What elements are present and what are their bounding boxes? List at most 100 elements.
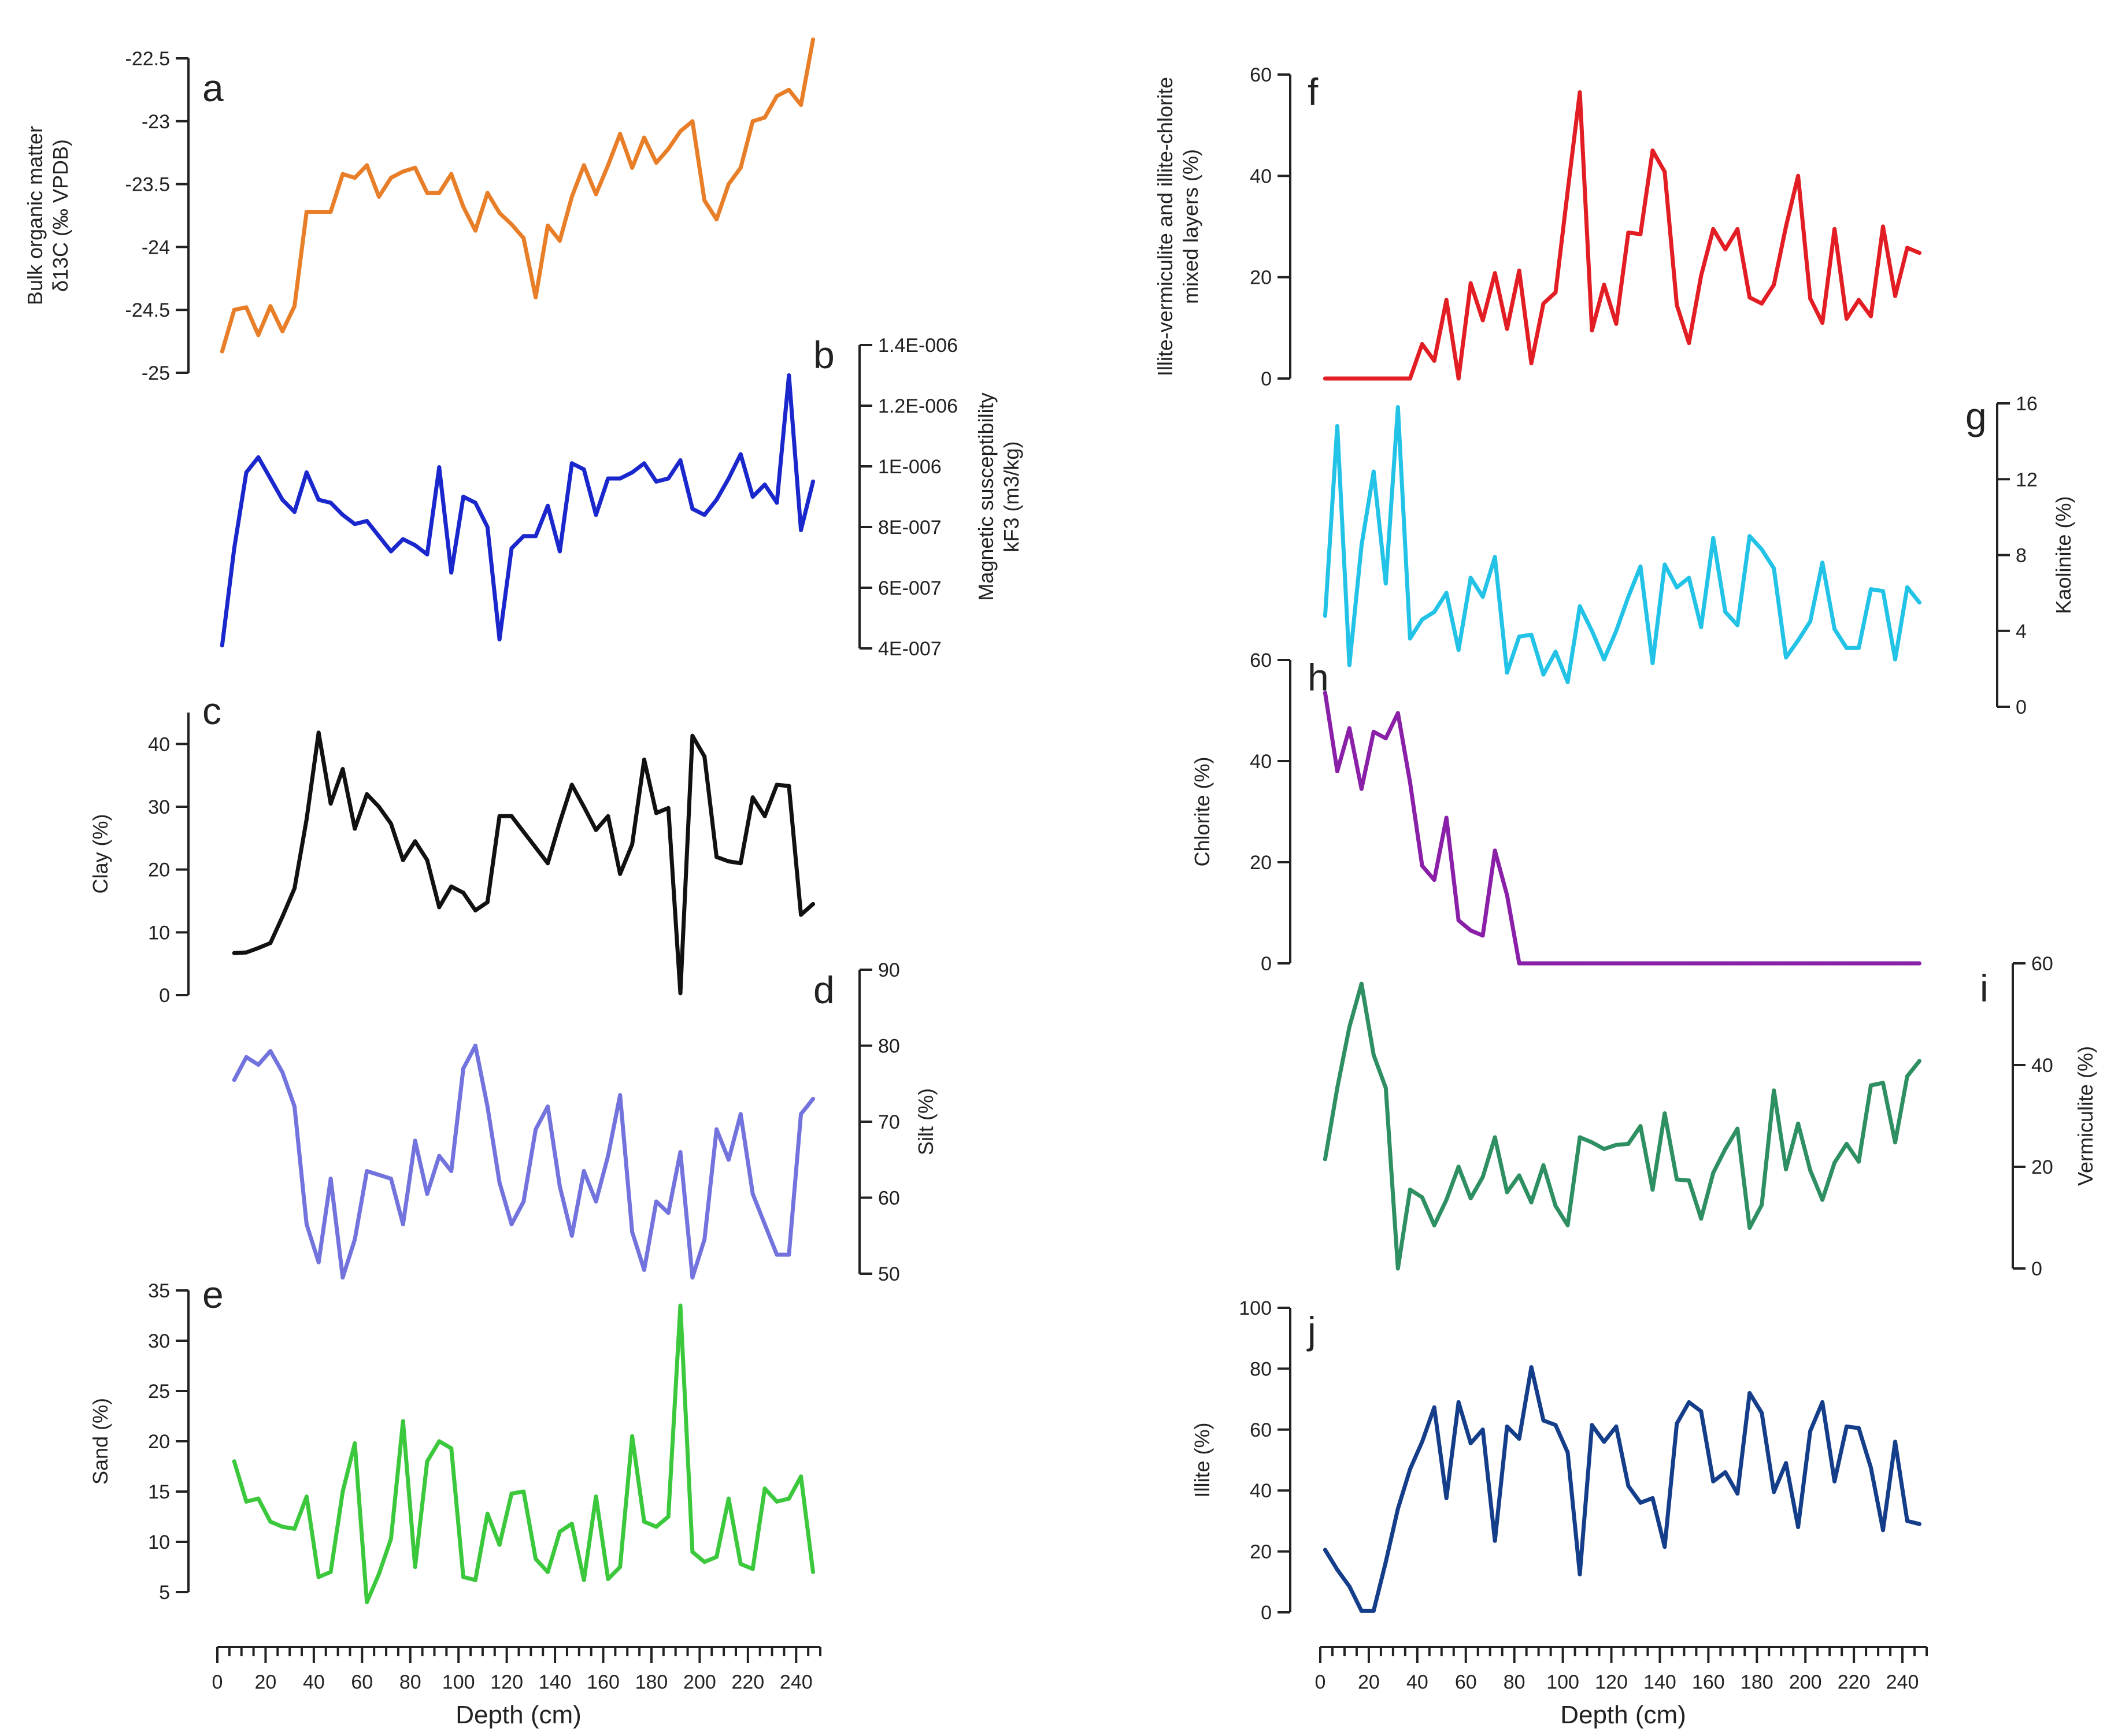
data-point [1857, 1426, 1861, 1430]
data-point [328, 802, 333, 806]
depth-tick-label: 180 [635, 1671, 668, 1693]
data-point [557, 1530, 562, 1534]
data-point [726, 1158, 731, 1162]
data-point [521, 829, 526, 834]
data-point [304, 470, 309, 474]
data-point [1699, 625, 1704, 629]
data-point [654, 1524, 658, 1529]
series-line-d [232, 1044, 815, 1280]
data-point [1650, 149, 1655, 153]
data-point [1602, 1147, 1606, 1151]
data-point [787, 1496, 791, 1501]
data-point [353, 826, 357, 831]
y-tick-label: 20 [1250, 852, 1272, 874]
data-point [557, 1184, 562, 1189]
data-point [1796, 1524, 1801, 1529]
panel-letter: a [202, 66, 224, 109]
y-tick-label: 80 [878, 1036, 900, 1058]
data-point [377, 194, 382, 199]
data-point [328, 1177, 333, 1181]
data-point [762, 814, 767, 818]
data-point [413, 1138, 417, 1143]
data-point [1760, 1411, 1764, 1415]
data-point [1565, 1450, 1570, 1455]
data-point [1323, 614, 1327, 618]
data-point [1614, 1143, 1619, 1147]
panel-letter: c [202, 689, 221, 732]
y-tick-label: -22.5 [125, 48, 171, 70]
data-point [425, 191, 429, 195]
data-point [1711, 961, 1716, 966]
y-axis-title: Illite (%) [1190, 1422, 1214, 1497]
data-point [1784, 961, 1789, 966]
data-point [1383, 1560, 1388, 1564]
data-point [232, 1078, 236, 1082]
data-point [1687, 576, 1691, 580]
data-point [1820, 321, 1825, 325]
data-point [1675, 1421, 1679, 1426]
y-tick-label: 25 [148, 1381, 170, 1403]
series-line-e [232, 1303, 815, 1604]
data-point [1626, 1141, 1631, 1146]
data-point [401, 169, 405, 174]
data-point [1760, 301, 1764, 306]
data-point [594, 1494, 598, 1499]
data-point [1347, 663, 1351, 667]
data-point [473, 500, 477, 505]
data-point [268, 1049, 273, 1054]
data-point [799, 528, 803, 532]
data-point [449, 1169, 454, 1173]
data-point [1517, 1437, 1521, 1441]
data-point [1529, 632, 1534, 637]
data-point [1480, 595, 1485, 599]
data-point [449, 884, 454, 889]
depth-tick-label: 240 [1886, 1671, 1919, 1693]
data-point [268, 1519, 273, 1524]
data-point [1432, 358, 1436, 363]
data-point [1323, 1548, 1327, 1552]
data-point [1408, 1188, 1412, 1192]
data-point [1845, 317, 1849, 321]
series-line-b [220, 373, 815, 648]
data-point [1760, 961, 1764, 966]
panel-b: 4E-007 6E-007 8E-007 1E-006 1.2E-006 1.4E-006… [220, 333, 1023, 660]
data-point [1505, 1425, 1509, 1429]
data-point [268, 476, 273, 481]
data-point [1444, 298, 1449, 302]
data-point [1335, 424, 1339, 428]
data-point [1675, 303, 1679, 307]
data-point [328, 209, 333, 214]
data-point [618, 476, 623, 481]
y-tick-label: 4 [2016, 621, 2027, 643]
data-point [521, 1489, 526, 1494]
data-point [1480, 1175, 1485, 1179]
data-point [1772, 1088, 1776, 1093]
data-point [787, 784, 791, 788]
data-point [810, 1570, 815, 1574]
data-point [1456, 1164, 1461, 1169]
data-point [1408, 376, 1412, 381]
data-point [328, 500, 333, 505]
data-point [1323, 691, 1327, 695]
data-point [726, 859, 731, 864]
data-point [244, 950, 249, 955]
data-point [425, 1192, 429, 1196]
data-point [377, 1572, 382, 1577]
data-point [365, 1169, 369, 1173]
data-point [304, 209, 309, 214]
y-tick-label: 1.4E-006 [878, 335, 958, 357]
data-point [1347, 1584, 1351, 1589]
data-point [1808, 296, 1813, 301]
y-tick-label: 0 [1261, 953, 1272, 975]
data-point [1857, 1159, 1861, 1164]
data-point [365, 519, 369, 523]
data-point [1541, 1418, 1546, 1423]
y-axis-title: Clay (%) [88, 814, 112, 893]
data-point [401, 858, 405, 862]
data-point [1529, 361, 1534, 366]
y-tick-label: 90 [878, 959, 900, 981]
y-tick-label: 0 [2016, 696, 2027, 718]
y-axis-title: Bulk organic matter [23, 126, 47, 305]
data-point [1383, 1086, 1388, 1090]
y-tick-label: -24.5 [125, 299, 171, 321]
